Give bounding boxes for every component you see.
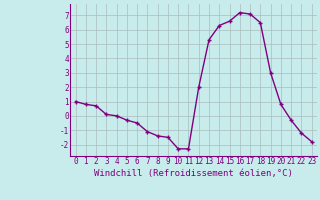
X-axis label: Windchill (Refroidissement éolien,°C): Windchill (Refroidissement éolien,°C)	[94, 169, 293, 178]
